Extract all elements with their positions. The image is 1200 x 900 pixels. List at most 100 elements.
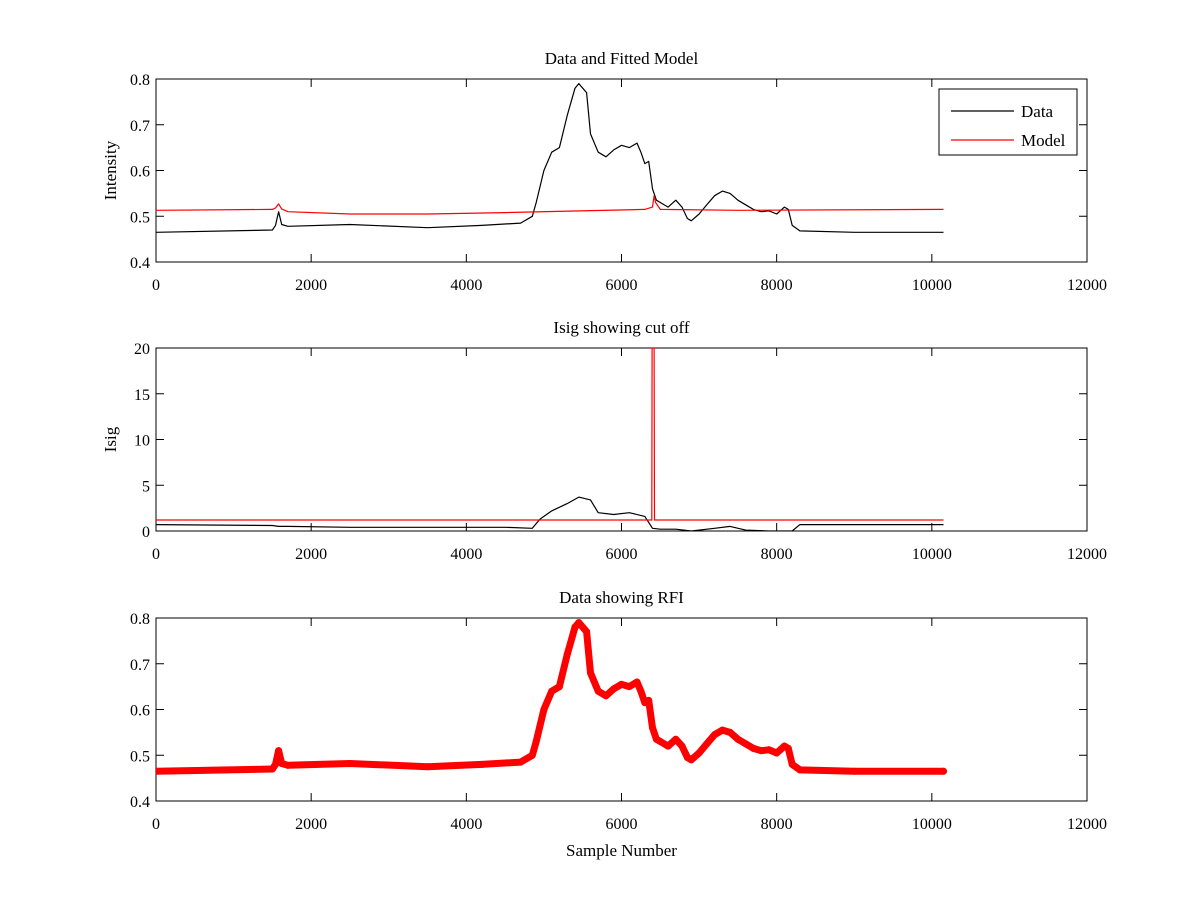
data-point [749,744,757,752]
data-point [278,759,286,767]
x-tick-label: 12000 [1067,277,1107,294]
data-point [678,742,686,750]
y-tick-label: 5 [142,478,150,495]
data-point [757,747,765,755]
x-tick-label: 6000 [606,816,638,833]
chart-panel-3: 0 2000 4000 6000 8000 10000 12000 0.4 0.5 0.6 0.7 0… [130,588,1107,860]
data-point [424,763,432,771]
y-axis-label: Intensity [101,140,120,200]
chart-title: Isig showing cut off [553,318,689,337]
data-point [765,746,773,754]
y-tick-label: 0.8 [130,72,150,89]
y-tick-label: 0.5 [130,748,150,765]
data-point [784,744,792,752]
data-point [773,749,781,757]
plot-frame [155,347,1088,532]
x-tick-label: 6000 [606,546,638,563]
series-group [156,619,947,775]
x-tick-label: 8000 [761,816,793,833]
data-point [664,742,672,750]
data-point [478,760,486,768]
data-point [726,728,734,736]
plot-frame [155,617,1088,802]
y-axis-label: Isig [101,426,120,452]
data-point [532,738,540,746]
x-tick-label: 8000 [761,546,793,563]
data-point [271,760,279,768]
data-point [734,735,742,743]
x-axis-label: Sample Number [566,841,677,860]
x-tick-label: 10000 [912,546,952,563]
series-group [156,82,944,233]
data-point [711,731,719,739]
x-tick-label: 2000 [295,546,327,563]
x-tick-label: 2000 [295,277,327,294]
y-tick-label: 0.4 [130,794,150,811]
data-point [788,760,796,768]
data-point [517,758,525,766]
data-point [275,747,283,755]
model-series-line [156,195,944,215]
x-tick-label: 12000 [1067,816,1107,833]
x-tick-label: 10000 [912,816,952,833]
data-point [563,651,571,659]
x-tick-label: 0 [152,816,160,833]
data-point [672,735,680,743]
x-tick-label: 0 [152,546,160,563]
x-tick-label: 10000 [912,277,952,294]
legend-box [938,88,1078,156]
y-tick-label: 0.4 [130,255,150,272]
x-tick-label: 4000 [450,277,482,294]
data-point [540,706,548,713]
legend: Data Model [938,88,1078,156]
x-tick-label: 4000 [450,546,482,563]
data-point [346,759,354,767]
data-point [695,749,703,757]
data-point [850,767,858,775]
plot-frame [155,78,1088,263]
y-tick-label: 0.8 [130,611,150,628]
data-point [555,683,563,691]
series-group [156,348,944,531]
data-point [703,740,711,748]
data-point [796,766,804,774]
y-tick-label: 0.6 [130,164,150,181]
data-point [284,761,292,769]
y-tick-label: 0.6 [130,703,150,720]
data-point [618,680,625,688]
y-tick-label: 10 [134,433,150,450]
data-point [602,692,610,700]
series-1-series-line [156,496,944,531]
data-point [939,767,947,775]
y-tick-label: 0.7 [130,657,150,674]
y-tick-label: 0 [142,524,150,541]
data-point [594,687,602,695]
data-point [571,623,579,631]
chart-panel-1: 0 2000 4000 6000 8000 10000 12000 0.4 0.5 0.6 0.7 0… [101,49,1107,294]
x-tick-label: 8000 [761,277,793,294]
data-point [687,756,695,764]
y-tick-label: 0.5 [130,209,150,226]
y-tick-label: 20 [134,341,150,358]
data-point [583,628,591,636]
data-point [633,678,641,686]
data-point [649,724,657,732]
data-point [645,696,653,704]
x-tick-label: 4000 [450,816,482,833]
data-point [718,726,726,734]
data-point [625,683,633,691]
chart-title: Data and Fitted Model [545,49,699,68]
y-tick-label: 15 [134,387,150,404]
y-tick-label: 0.7 [130,118,150,135]
data-point [610,685,618,693]
data-point [548,687,556,695]
chart-panel-2: 0 2000 4000 6000 8000 10000 12000 0 5 10 15 20 Isig … [101,318,1107,563]
data-point [637,687,645,695]
series-2-series-line [156,348,944,521]
data-point [575,619,583,627]
data-point [656,738,664,746]
legend-label-data: Data [1021,102,1054,121]
chart-title: Data showing RFI [559,588,684,607]
data-point [742,740,750,748]
